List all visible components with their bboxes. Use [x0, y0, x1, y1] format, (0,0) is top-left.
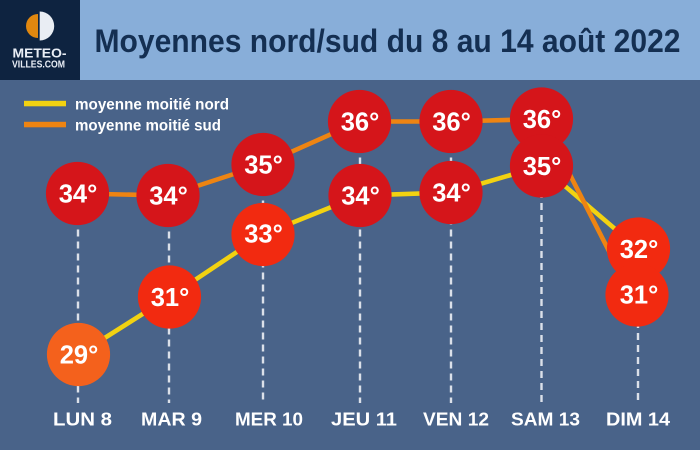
- svg-text:31°: 31°: [151, 284, 190, 312]
- svg-text:moyenne moitié nord: moyenne moitié nord: [75, 97, 229, 114]
- svg-text:34°: 34°: [341, 183, 380, 211]
- svg-text:MER 10: MER 10: [235, 410, 303, 430]
- svg-text:34°: 34°: [432, 180, 471, 208]
- svg-text:VEN 12: VEN 12: [423, 410, 489, 430]
- svg-text:MAR 9: MAR 9: [141, 410, 202, 430]
- svg-text:DIM 14: DIM 14: [606, 410, 670, 430]
- svg-text:35°: 35°: [244, 152, 283, 180]
- svg-text:35°: 35°: [523, 153, 562, 181]
- svg-text:31°: 31°: [620, 282, 659, 310]
- svg-text:JEU 11: JEU 11: [331, 410, 397, 430]
- svg-text:LUN 8: LUN 8: [53, 410, 112, 430]
- svg-text:SAM 13: SAM 13: [511, 410, 580, 430]
- svg-text:36°: 36°: [341, 109, 380, 137]
- svg-text:36°: 36°: [432, 109, 471, 137]
- svg-text:34°: 34°: [59, 181, 98, 209]
- svg-text:moyenne moitié sud: moyenne moitié sud: [75, 118, 221, 135]
- svg-text:32°: 32°: [620, 236, 659, 264]
- svg-text:36°: 36°: [523, 106, 562, 134]
- svg-text:29°: 29°: [60, 342, 99, 370]
- svg-text:Moyennes nord/sud du 8 au 14 a: Moyennes nord/sud du 8 au 14 août 2022: [95, 23, 681, 59]
- svg-text:33°: 33°: [244, 221, 283, 249]
- svg-text:VILLES.COM: VILLES.COM: [12, 60, 65, 71]
- svg-text:34°: 34°: [149, 183, 188, 211]
- svg-text:METEO-: METEO-: [13, 46, 67, 61]
